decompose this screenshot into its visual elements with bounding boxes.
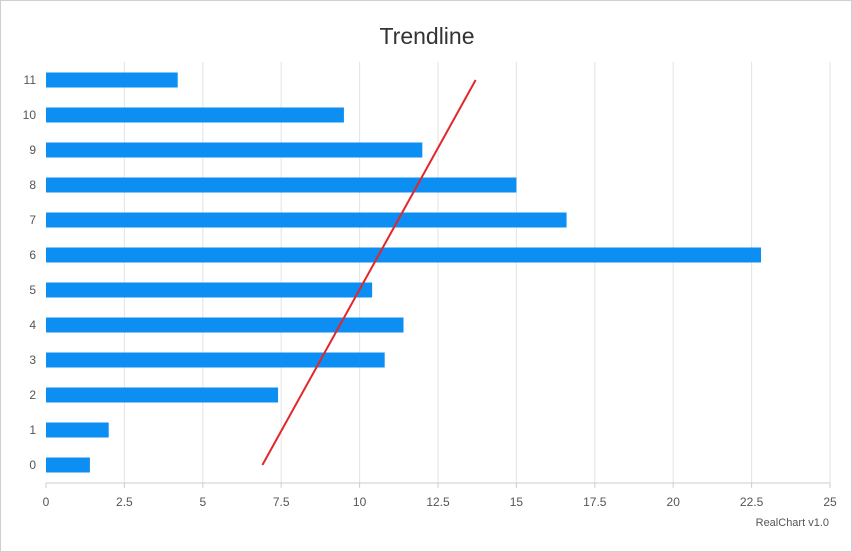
x-tick-label: 0 [43, 495, 50, 509]
y-tick-label: 0 [29, 458, 36, 472]
x-tick-label: 20 [667, 495, 681, 509]
bar-7[interactable] [46, 212, 567, 228]
chart-credit: RealChart v1.0 [755, 517, 829, 529]
axis-layer: 0 2.5 5 7.5 10 12.5 15 17.5 20 22.5 25 0 1 2 3 4 5 6 7 8 9 10… [23, 73, 837, 509]
y-tick-label: 10 [23, 108, 37, 122]
bar-0[interactable] [46, 457, 90, 473]
x-tick-label: 15 [510, 495, 524, 509]
grid-layer [123, 62, 831, 483]
x-tick-label: 2.5 [116, 495, 133, 509]
bar-6[interactable] [46, 247, 762, 263]
bar-3[interactable] [46, 352, 385, 368]
bar-8[interactable] [46, 177, 517, 193]
bar-2[interactable] [46, 387, 279, 403]
y-tick-label: 1 [29, 423, 36, 437]
y-tick-label: 5 [29, 283, 36, 297]
y-tick-label: 6 [29, 248, 36, 262]
x-tick-label: 7.5 [273, 495, 290, 509]
y-tick-label: 4 [29, 318, 36, 332]
x-tick-label: 12.5 [426, 495, 450, 509]
x-tick-label: 5 [199, 495, 206, 509]
bar-1[interactable] [46, 422, 109, 438]
y-tick-label: 8 [29, 178, 36, 192]
y-tick-label: 9 [29, 143, 36, 157]
trendline [261, 79, 477, 466]
bar-4[interactable] [46, 317, 404, 333]
bar-10[interactable] [46, 107, 344, 123]
x-tick-label: 10 [353, 495, 367, 509]
bar-9[interactable] [46, 142, 423, 158]
trendline-layer [261, 79, 477, 466]
bar-5[interactable] [46, 282, 373, 298]
chart-title: Trendline [379, 23, 475, 49]
y-tick-label: 2 [29, 388, 36, 402]
x-tick-label: 25 [823, 495, 837, 509]
y-tick-label: 11 [24, 73, 37, 87]
bar-11[interactable] [46, 72, 178, 88]
x-tick-label: 22.5 [740, 495, 764, 509]
y-tick-label: 7 [29, 213, 36, 227]
bar-layer [46, 72, 762, 473]
y-tick-label: 3 [29, 353, 36, 367]
x-tick-label: 17.5 [583, 495, 607, 509]
